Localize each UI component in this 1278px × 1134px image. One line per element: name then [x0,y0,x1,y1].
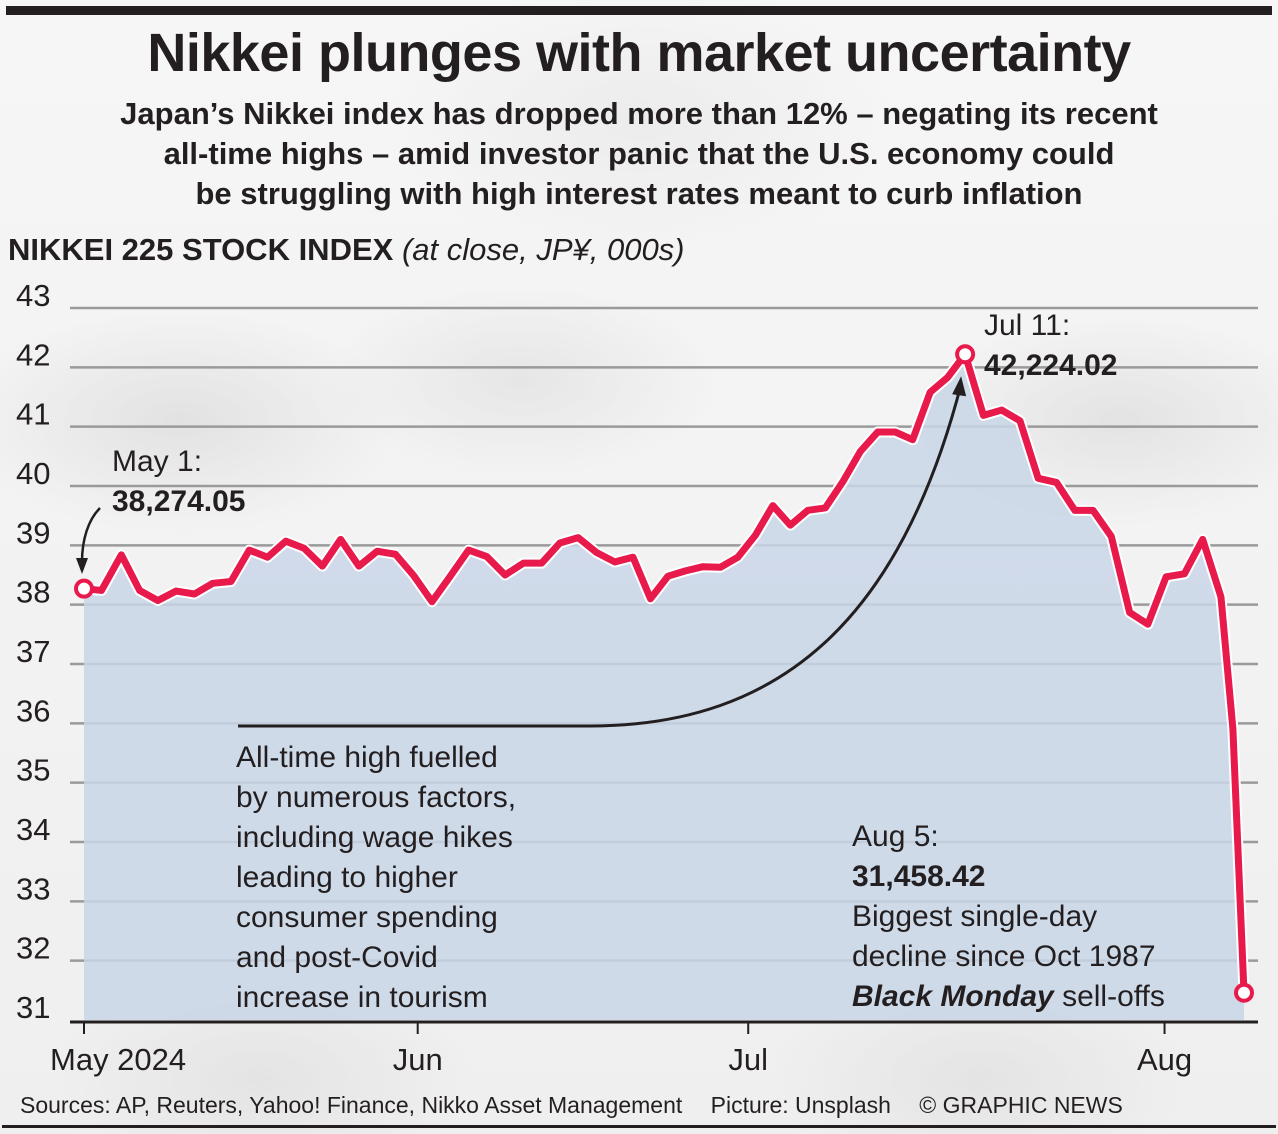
annotation-note: Biggest single-day [852,900,1098,933]
annotation-label: May 1: [112,445,203,478]
annotation-value: 42,224.02 [984,349,1118,382]
y-axis-labels: 43 42 41 40 39 38 37 36 35 34 33 32 31 [16,278,50,1025]
highlight-markers [74,344,1254,1003]
picture-credit: Picture: Unsplash [710,1092,891,1118]
y-tick-label: 35 [16,753,50,788]
highlight-marker [1234,982,1254,1003]
y-tick-label: 43 [16,278,50,313]
annotation-value: 31,458.42 [852,860,986,893]
callout-line: and post-Covid [236,941,438,974]
copyright-credit: © GRAPHIC NEWS [919,1092,1123,1118]
x-tick-label: May 2024 [50,1042,186,1077]
annotation-emphasis: Black Monday [852,980,1054,1013]
callout-line: consumer spending [236,901,498,934]
subtitle-line: be struggling with high interest rates m… [195,176,1083,211]
bottom-rule [2,1125,1276,1128]
annotation-may1: May 1: 38,274.05 [112,442,245,522]
annotation-aug5: Aug 5: 31,458.42 Biggest single-day decl… [852,817,1165,1017]
annotation-label: Aug 5: [852,820,939,853]
y-tick-label: 38 [16,575,50,610]
y-tick-label: 31 [16,990,50,1025]
annotation-note-tail: sell-offs [1053,980,1165,1013]
callout-line: All-time high fuelled [236,741,498,774]
y-tick-label: 41 [16,397,50,432]
y-tick-label: 34 [16,812,50,847]
footer: Sources: AP, Reuters, Yahoo! Finance, Ni… [20,1092,1145,1119]
callout-line: including wage hikes [236,821,513,854]
y-tick-label: 37 [16,634,50,669]
highlight-marker [74,578,94,599]
annotation-jul11: Jul 11: 42,224.02 [984,306,1117,386]
x-axis: May 2024 Jun Jul Aug [50,1020,1258,1077]
series-line [83,350,1248,993]
arrowhead [952,376,967,397]
chart-unit-label: (at close, JP¥, 000s) [401,232,685,267]
annotation-note: Black Monday sell-offs [852,977,1165,1017]
page-title: Nikkei plunges with market uncertainty [147,23,1131,83]
area-fill [84,354,1244,1020]
x-tick-label: Jun [393,1042,443,1077]
subtitle-line: Japan’s Nikkei index has dropped more th… [120,96,1158,131]
annotation-note: decline since Oct 1987 [852,940,1156,973]
y-tick-label: 32 [16,931,50,966]
top-rule [6,6,1272,15]
y-tick-label: 39 [16,515,50,550]
x-tick-label: Jul [728,1042,768,1077]
callout-line: increase in tourism [236,981,488,1014]
annotation-label: Jul 11: [984,309,1071,342]
x-tick-label: Aug [1137,1042,1192,1077]
y-tick-label: 40 [16,456,50,491]
callout-arrow [238,383,963,728]
callout-line: by numerous factors, [236,781,517,814]
may-annotation-arrow [80,507,101,563]
callout-line: leading to higher [236,861,458,894]
highlight-marker [955,344,976,365]
arrowhead [76,558,88,574]
chart-title-text: NIKKEI 225 STOCK INDEX [8,232,394,267]
subtitle-line: all-time highs – amid investor panic tha… [163,136,1115,171]
chart-title: NIKKEI 225 STOCK INDEX (at close, JP¥, 0… [8,232,685,268]
y-tick-label: 36 [16,693,50,728]
sources-text: Sources: AP, Reuters, Yahoo! Finance, Ni… [20,1092,683,1118]
callout-text: All-time high fuelled by numerous factor… [236,738,516,1018]
subtitle: Japan’s Nikkei index has dropped more th… [0,94,1278,214]
y-tick-label: 42 [16,337,50,372]
annotation-value: 38,274.05 [112,485,246,518]
y-tick-label: 33 [16,871,50,906]
